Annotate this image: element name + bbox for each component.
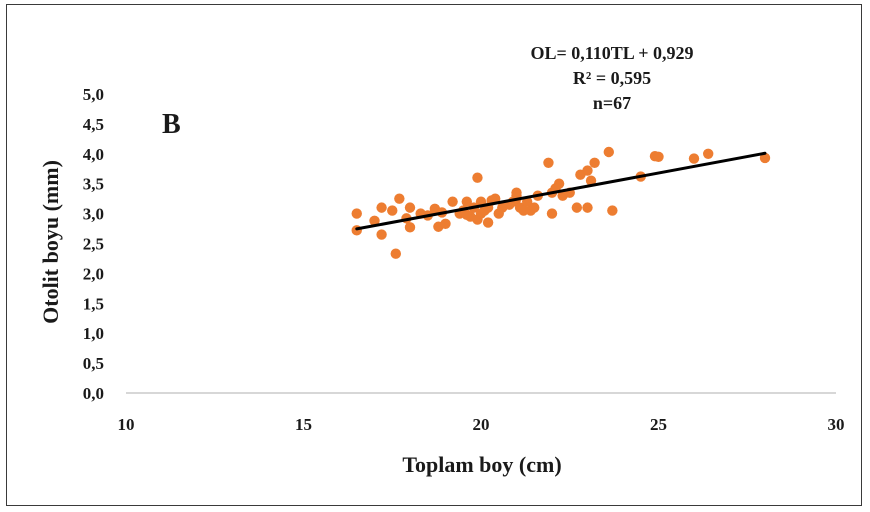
data-point [404, 202, 416, 213]
data-point [390, 248, 401, 259]
panel-label: B [162, 109, 181, 140]
y-tick-label: 3,5 [83, 175, 104, 194]
trendline [355, 151, 767, 231]
data-point [376, 202, 387, 213]
data-point [461, 196, 472, 207]
data-point [688, 153, 700, 164]
n-annotation: n=67 [593, 93, 631, 113]
x-tick-label: 20 [473, 415, 490, 434]
data-points [351, 146, 771, 259]
r-squared-annotation: R² = 0,595 [573, 68, 651, 88]
data-point [461, 209, 472, 220]
data-point [394, 193, 405, 204]
y-tick-label: 1,5 [83, 294, 104, 313]
data-point [589, 157, 600, 168]
equation-annotation: OL= 0,110TL + 0,929 [530, 43, 693, 63]
data-point [703, 148, 714, 159]
y-tick-label: 5,0 [83, 85, 104, 104]
x-tick-label: 10 [118, 415, 135, 434]
data-point [653, 151, 664, 162]
data-point [543, 157, 554, 168]
y-tick-label: 0,0 [83, 384, 104, 403]
x-tick-label: 15 [295, 415, 312, 434]
y-tick-label: 2,0 [83, 264, 104, 283]
data-point [529, 202, 540, 213]
x-axis-title: Toplam boy (cm) [402, 452, 561, 477]
x-tick-label: 30 [828, 415, 845, 434]
y-tick-label: 4,0 [83, 145, 104, 164]
data-point [404, 222, 416, 233]
data-point [482, 217, 494, 228]
trendline-group [355, 151, 767, 231]
data-point [607, 205, 618, 216]
data-point [759, 152, 771, 164]
chart-frame [6, 4, 862, 506]
y-tick-labels: 0,0 0,5 1,0 1,5 2,0 2,5 3,0 3,5 4,0 4,5 5,0 [83, 85, 104, 403]
y-axis-title: Otolit boyu (mm) [38, 160, 63, 324]
y-tick-label: 1,0 [83, 324, 104, 343]
y-tick-label: 2,5 [83, 235, 104, 254]
data-point [585, 175, 597, 186]
data-point [582, 202, 593, 213]
y-tick-label: 4,5 [83, 115, 104, 134]
data-point [447, 196, 458, 207]
y-tick-label: 0,5 [83, 354, 104, 373]
data-point [387, 205, 398, 216]
data-point [546, 208, 558, 219]
data-point [369, 215, 380, 226]
data-point [582, 165, 593, 176]
data-point [376, 229, 387, 240]
data-point [603, 146, 614, 158]
data-point [440, 218, 451, 229]
x-tick-labels: 10 15 20 25 30 [118, 415, 845, 434]
data-point [472, 172, 483, 183]
data-point [571, 202, 583, 213]
x-tick-label: 25 [650, 415, 667, 434]
data-point [351, 208, 362, 219]
y-tick-label: 3,0 [83, 205, 104, 224]
